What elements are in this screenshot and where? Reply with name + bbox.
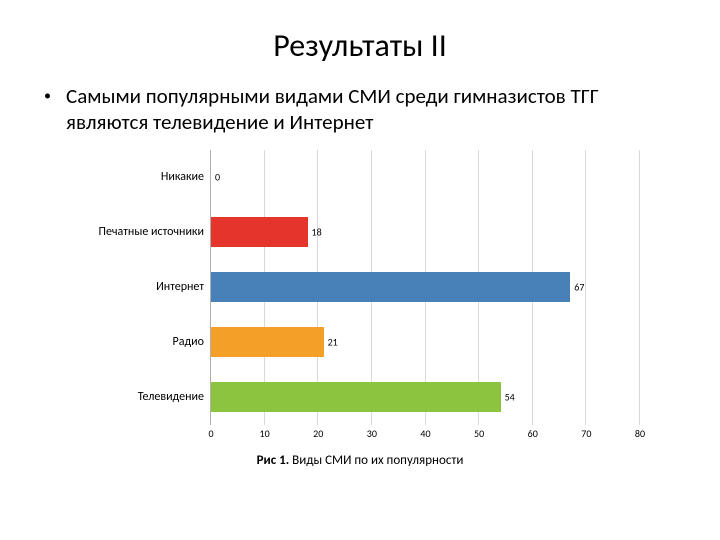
plot-cell: 18 bbox=[210, 205, 640, 260]
slide: Результаты II • Самыми популярными видам… bbox=[0, 0, 720, 540]
bullet-item: • Самыми популярными видами СМИ среди ги… bbox=[44, 83, 676, 136]
x-tick: 20 bbox=[313, 427, 323, 440]
plot-cell: 21 bbox=[210, 315, 640, 370]
x-axis: 01020304050607080 bbox=[80, 425, 640, 443]
plot-cell: 67 bbox=[210, 260, 640, 315]
x-tick: 30 bbox=[367, 427, 377, 440]
chart-row: Радио 21 bbox=[80, 315, 640, 370]
chart-row: Телевидение 54 bbox=[80, 370, 640, 425]
chart-caption: Рис 1. Виды СМИ по их популярности bbox=[80, 453, 640, 468]
x-tick: 10 bbox=[260, 427, 270, 440]
category-label: Интернет bbox=[80, 260, 210, 315]
chart-row: Печатные источники 18 bbox=[80, 205, 640, 260]
bullet-dot: • bbox=[44, 83, 66, 105]
bar bbox=[211, 382, 501, 413]
value-label: 18 bbox=[312, 226, 322, 239]
category-label: Никакие bbox=[80, 150, 210, 205]
bullet-text: Самыми популярными видами СМИ среди гимн… bbox=[66, 83, 676, 136]
slide-title: Результаты II bbox=[36, 26, 684, 65]
value-label: 67 bbox=[574, 281, 584, 294]
category-label: Радио bbox=[80, 315, 210, 370]
x-tick: 0 bbox=[208, 427, 213, 440]
x-tick: 80 bbox=[635, 427, 645, 440]
x-tick: 60 bbox=[528, 427, 538, 440]
value-label: 0 bbox=[215, 171, 220, 184]
bar bbox=[211, 217, 308, 248]
media-popularity-chart: Никакие 0 Печатные источники 18 Интернет 67 Ра… bbox=[80, 150, 640, 468]
value-label: 54 bbox=[505, 391, 515, 404]
category-label: Печатные источники bbox=[80, 205, 210, 260]
plot-cell: 54 bbox=[210, 370, 640, 425]
plot-cell: 0 bbox=[210, 150, 640, 205]
caption-rest: Виды СМИ по их популярности bbox=[289, 453, 463, 468]
value-label: 21 bbox=[328, 336, 338, 349]
chart-row: Никакие 0 bbox=[80, 150, 640, 205]
caption-strong: Рис 1. bbox=[257, 453, 290, 468]
bar bbox=[211, 327, 324, 358]
category-label: Телевидение bbox=[80, 370, 210, 425]
x-tick: 40 bbox=[420, 427, 430, 440]
bar bbox=[211, 272, 570, 303]
x-tick: 50 bbox=[474, 427, 484, 440]
chart-row: Интернет 67 bbox=[80, 260, 640, 315]
x-tick: 70 bbox=[581, 427, 591, 440]
